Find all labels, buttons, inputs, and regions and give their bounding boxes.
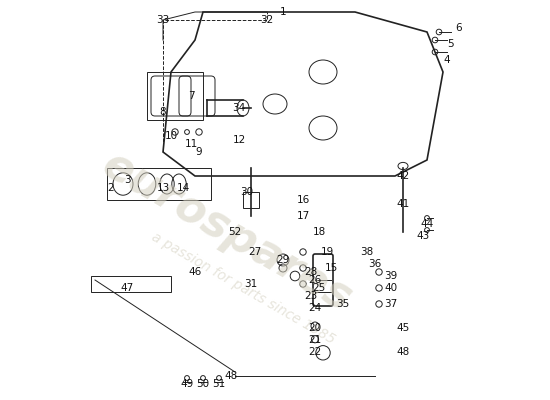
Text: 23: 23 [304,291,318,301]
Text: 5: 5 [448,39,454,49]
Bar [107,168,211,200]
Text: 10: 10 [164,131,178,141]
Text: 52: 52 [228,227,241,237]
Text: 46: 46 [188,267,202,277]
Text: 8: 8 [160,107,166,117]
Bar [147,72,203,120]
Text: 32: 32 [260,15,274,25]
Text: 12: 12 [232,135,246,145]
Text: 19: 19 [320,247,334,257]
Text: 28: 28 [304,267,318,277]
Text: 31: 31 [244,279,257,289]
Text: 22: 22 [309,347,322,357]
Bar [243,192,259,208]
Text: 43: 43 [416,231,430,241]
Text: 29: 29 [276,255,290,265]
Text: 16: 16 [296,195,310,205]
Text: 11: 11 [184,139,197,149]
Text: 2: 2 [108,183,114,193]
Text: 48: 48 [397,347,410,357]
Text: 1: 1 [280,7,287,17]
Text: 4: 4 [444,55,450,65]
Text: 44: 44 [420,219,433,229]
Text: eurospares: eurospares [95,143,360,321]
Text: 34: 34 [232,103,246,113]
Text: 15: 15 [324,263,338,273]
Text: 49: 49 [180,379,194,389]
Text: 9: 9 [196,147,202,157]
Text: 17: 17 [296,211,310,221]
Text: 50: 50 [196,379,210,389]
Text: 33: 33 [156,15,169,25]
Text: 7: 7 [188,91,194,101]
Text: 6: 6 [456,23,463,33]
Text: 48: 48 [224,371,238,381]
Text: 13: 13 [156,183,169,193]
Text: 26: 26 [309,275,322,285]
Text: 51: 51 [212,379,226,389]
Text: 37: 37 [384,299,398,309]
Text: 27: 27 [249,247,262,257]
Text: 38: 38 [360,247,373,257]
Text: 47: 47 [120,283,134,293]
Text: 42: 42 [397,171,410,181]
Text: 39: 39 [384,271,398,281]
Text: 35: 35 [337,299,350,309]
Bar [91,276,171,292]
Text: 40: 40 [384,283,398,293]
Text: 41: 41 [397,199,410,209]
Text: 14: 14 [177,183,190,193]
Text: 18: 18 [312,227,326,237]
Text: 45: 45 [397,323,410,333]
Text: 3: 3 [124,175,130,185]
Text: 36: 36 [368,259,382,269]
Text: 21: 21 [309,335,322,345]
Text: 25: 25 [312,283,326,293]
Text: 30: 30 [240,187,254,197]
Text: 24: 24 [309,303,322,313]
Text: a passion for parts since 1985: a passion for parts since 1985 [148,230,337,346]
Text: 20: 20 [309,323,322,333]
